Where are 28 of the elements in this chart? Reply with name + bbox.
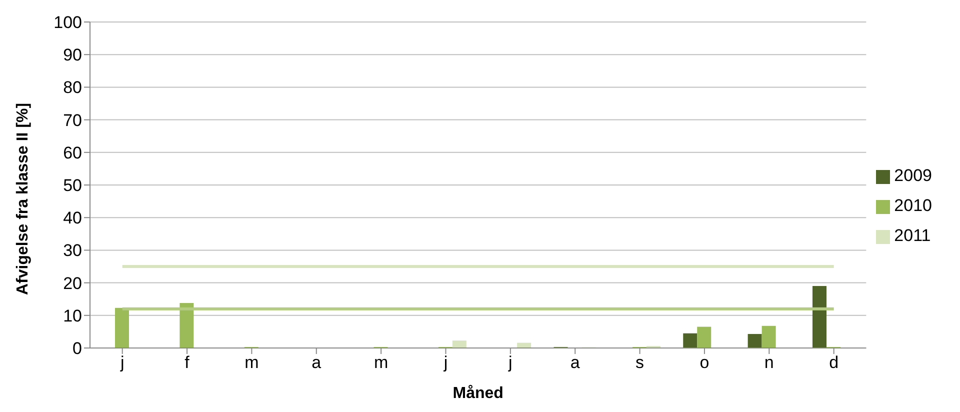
y-tick-label: 70	[63, 110, 82, 130]
x-tick-label: j	[442, 353, 448, 372]
y-tick-label: 50	[63, 176, 82, 196]
y-axis-title: Afvigelse fra klasse II [%]	[14, 102, 32, 295]
y-tick-label: 40	[63, 208, 82, 228]
legend-label: 2009	[894, 166, 932, 185]
y-tick-label: 60	[63, 143, 82, 162]
x-tick-label: o	[700, 353, 710, 372]
x-tick-label: j	[508, 353, 512, 372]
x-tick-label: a	[570, 353, 580, 372]
x-tick-label: d	[829, 353, 839, 372]
y-tick-label: 20	[63, 274, 82, 293]
y-tick-label: 100	[54, 13, 82, 32]
x-tick-label: a	[312, 353, 322, 372]
x-axis-title: Måned	[452, 384, 504, 402]
y-tick-label: 80	[63, 78, 82, 98]
x-tick-label: f	[184, 353, 190, 372]
x-tick-label: j	[119, 353, 124, 372]
y-tick-label: 10	[63, 306, 82, 326]
x-tick-label: m	[374, 353, 388, 372]
x-tick-label: m	[244, 353, 259, 372]
y-tick-label: 0	[72, 339, 82, 358]
legend-label: 2011	[894, 226, 931, 245]
y-tick-label: 30	[63, 241, 82, 260]
y-tick-label: 90	[63, 46, 82, 65]
x-tick-label: n	[764, 353, 774, 372]
x-tick-label: s	[636, 353, 644, 372]
legend-label: 2010	[894, 196, 932, 215]
